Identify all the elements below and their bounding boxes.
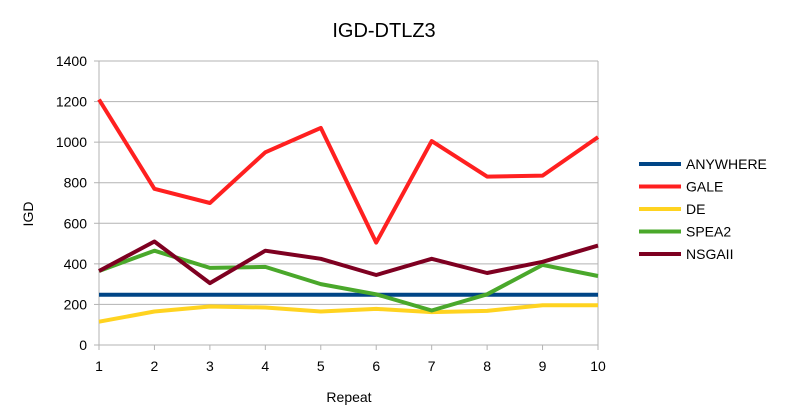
y-tick-labels: 0 200 400 600 800 1000 1200 1400 <box>56 53 87 353</box>
y-tick-label: 200 <box>64 296 88 312</box>
x-tick-label: 10 <box>590 358 606 374</box>
legend-label-anywhere: ANYWHERE <box>686 156 767 172</box>
chart-title: IGD-DTLZ3 <box>332 20 435 42</box>
x-tick-label: 7 <box>428 358 436 374</box>
x-tick-label: 3 <box>206 358 214 374</box>
axes <box>94 60 599 350</box>
y-tick-label: 400 <box>64 256 88 272</box>
x-tick-label: 5 <box>317 358 325 374</box>
x-tick-label: 4 <box>261 358 269 374</box>
legend-label-nsgaii: NSGAII <box>686 246 733 262</box>
legend: ANYWHERE GALE DE SPEA2 NSGAII <box>639 156 767 262</box>
series-line-nsgaii <box>98 239 599 286</box>
y-tick-label: 1400 <box>56 53 87 69</box>
y-tick-label: 0 <box>79 337 87 353</box>
x-tick-label: 8 <box>483 358 491 374</box>
series-line-spea2 <box>98 248 599 313</box>
legend-label-de: DE <box>686 201 705 217</box>
legend-label-gale: GALE <box>686 179 723 195</box>
y-tick-label: 1200 <box>56 94 87 110</box>
series-lines <box>97 98 600 324</box>
y-tick-label: 600 <box>64 215 88 231</box>
x-axis-label: Repeat <box>326 389 371 405</box>
legend-label-spea2: SPEA2 <box>686 224 731 240</box>
y-tick-label: 800 <box>64 175 88 191</box>
x-tick-label: 1 <box>95 358 103 374</box>
y-tick-label: 1000 <box>56 134 87 150</box>
x-tick-label: 2 <box>151 358 159 374</box>
series-line-de <box>98 303 598 324</box>
grid-lines <box>99 60 598 346</box>
x-tick-label: 6 <box>372 358 380 374</box>
series-line-gale <box>97 98 600 245</box>
x-tick-label: 9 <box>539 358 547 374</box>
x-tick-labels: 1 2 3 4 5 6 7 8 9 10 <box>95 358 606 374</box>
y-axis-label: IGD <box>20 202 36 227</box>
